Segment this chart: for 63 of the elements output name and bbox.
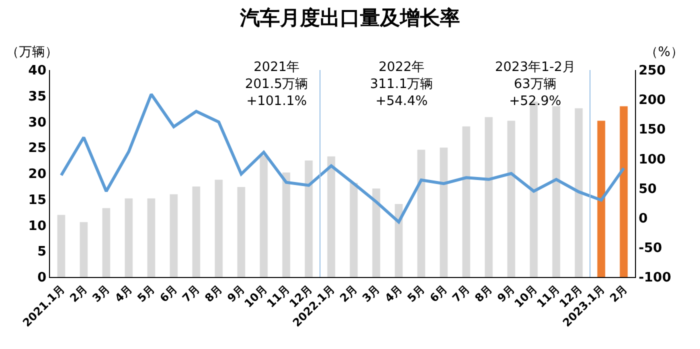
bar (417, 150, 426, 277)
bar (350, 182, 358, 277)
bar (574, 108, 583, 277)
bar (620, 106, 628, 277)
bar (260, 155, 268, 277)
y-tick-label: 25 (28, 141, 46, 156)
y-tick-label: 15 (28, 192, 46, 208)
y-tick-label: 35 (28, 89, 46, 104)
y-tick-label: 30 (28, 115, 46, 130)
y-tick-label: 10 (28, 218, 46, 234)
y2-axis-title: （%） (645, 45, 684, 60)
annotation: 2022年 311.1万辆 +54.4% (370, 60, 434, 109)
bar (327, 156, 336, 277)
chart-title: 汽车月度出口量及增长率 (239, 5, 460, 30)
annotation: 2023年1-2月 63万辆 +52.9% (495, 60, 576, 109)
x-tick-label: 3月 (360, 282, 382, 305)
bar (237, 186, 246, 277)
x-tick-label: 8月 (202, 282, 225, 305)
bar (282, 172, 290, 277)
x-tick-label: 6月 (157, 282, 180, 305)
y-tick-label: 0 (37, 270, 46, 286)
x-tick-label: 2月 (67, 282, 90, 305)
x-tick-label: 7月 (180, 282, 202, 305)
y2-tick-label: 200 (638, 93, 666, 108)
bar (192, 186, 200, 277)
bar (304, 160, 313, 277)
y2-tick-label: -100 (638, 270, 672, 286)
x-tick-label: 6月 (427, 282, 450, 305)
bar (80, 222, 88, 277)
bar (484, 117, 493, 277)
bar (147, 198, 156, 277)
y-tick-label: 40 (28, 64, 46, 79)
y2-tick-label: 100 (638, 152, 666, 168)
x-tick-label: 4月 (112, 282, 135, 305)
bar (57, 214, 66, 277)
x-tick-label: 7月 (450, 282, 472, 305)
x-tick-label: 4月 (382, 282, 405, 305)
y-tick-label: 5 (37, 244, 46, 260)
y2-tick-label: 50 (638, 182, 657, 197)
bar (552, 106, 560, 277)
y-axis-title: （万辆） (6, 45, 58, 60)
y2-tick-label: 0 (638, 211, 648, 226)
annotation: 2021年 201.5万辆 +101.1% (245, 60, 308, 109)
x-tick-label: 2月 (337, 282, 360, 305)
bar (462, 126, 470, 277)
bar (440, 148, 448, 277)
y-tick-label: 20 (28, 167, 46, 182)
y2-tick-label: -50 (638, 240, 662, 256)
bar (170, 194, 178, 277)
x-tick-label: 5月 (134, 282, 158, 305)
y2-tick-label: 250 (638, 64, 666, 79)
line-series (60, 92, 626, 224)
x-tick-label: 3月 (90, 282, 112, 305)
x-tick-label: 5月 (404, 282, 428, 305)
bar (102, 208, 110, 277)
x-tick-label: 2月 (607, 282, 630, 305)
y2-tick-label: 150 (638, 122, 666, 138)
x-tick-label: 8月 (472, 282, 495, 305)
bar (124, 198, 133, 277)
bar (597, 120, 606, 277)
bar (372, 188, 380, 277)
bar (507, 120, 516, 277)
bar (214, 180, 223, 277)
